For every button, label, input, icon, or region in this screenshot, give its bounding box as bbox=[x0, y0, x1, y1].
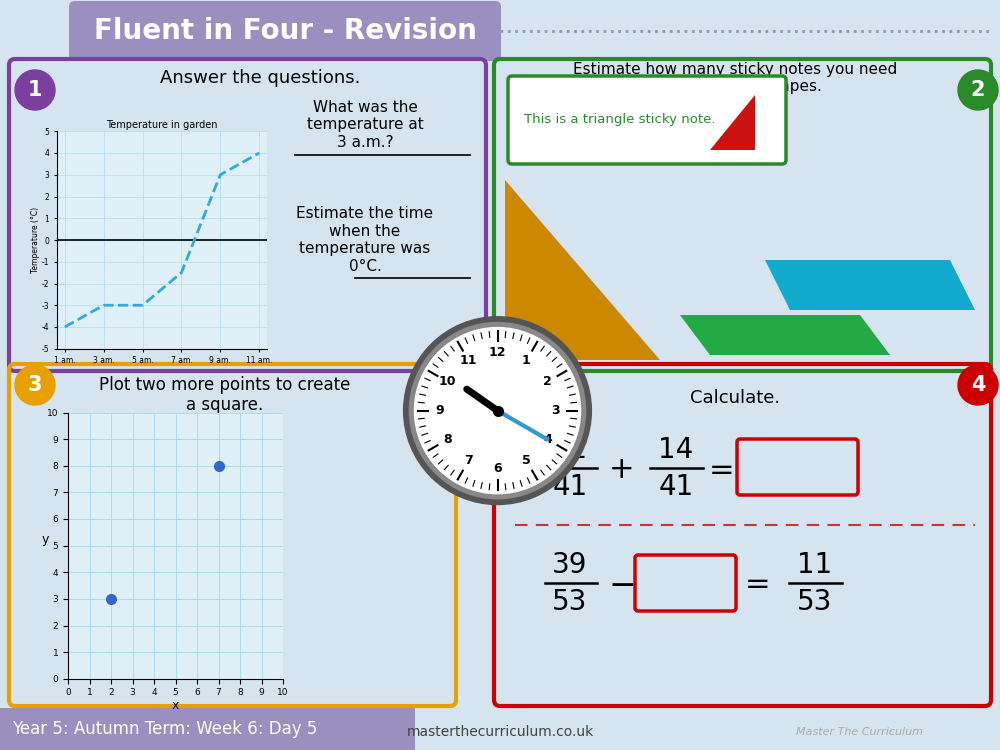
Text: 22: 22 bbox=[552, 436, 588, 464]
Text: 9: 9 bbox=[435, 404, 444, 417]
Text: −: − bbox=[608, 568, 636, 602]
Text: This is a triangle sticky note.: This is a triangle sticky note. bbox=[524, 113, 716, 127]
Text: 6: 6 bbox=[493, 462, 502, 475]
Text: 5: 5 bbox=[522, 454, 531, 467]
Polygon shape bbox=[680, 315, 890, 355]
Text: Calculate.: Calculate. bbox=[690, 389, 780, 407]
Text: Fluent in Four - Revision: Fluent in Four - Revision bbox=[94, 17, 476, 45]
Text: 2: 2 bbox=[971, 80, 985, 100]
Text: 14: 14 bbox=[658, 436, 694, 464]
Circle shape bbox=[409, 322, 586, 499]
Text: 12: 12 bbox=[489, 346, 506, 359]
Y-axis label: Temperature (°C): Temperature (°C) bbox=[31, 207, 40, 273]
Circle shape bbox=[15, 70, 55, 110]
X-axis label: x: x bbox=[172, 699, 179, 712]
Text: 39: 39 bbox=[552, 551, 588, 579]
Text: Plot two more points to create
a square.: Plot two more points to create a square. bbox=[99, 376, 351, 415]
Text: masterthecurriculum.co.uk: masterthecurriculum.co.uk bbox=[406, 725, 594, 739]
Polygon shape bbox=[505, 180, 660, 360]
Text: Master The Curriculum: Master The Curriculum bbox=[796, 727, 924, 737]
Text: 10: 10 bbox=[439, 375, 456, 388]
Text: 3: 3 bbox=[28, 375, 42, 395]
Text: 8: 8 bbox=[443, 433, 452, 446]
Text: 4: 4 bbox=[543, 433, 552, 446]
Text: Answer the questions.: Answer the questions. bbox=[160, 69, 360, 87]
Circle shape bbox=[958, 70, 998, 110]
Circle shape bbox=[404, 316, 591, 505]
Text: 7: 7 bbox=[464, 454, 473, 467]
Text: 3: 3 bbox=[551, 404, 560, 417]
Text: Estimate the time
when the
temperature was
0°C.: Estimate the time when the temperature w… bbox=[296, 206, 434, 274]
Text: 11: 11 bbox=[797, 551, 833, 579]
Text: 2: 2 bbox=[543, 375, 552, 388]
Title: Temperature in garden: Temperature in garden bbox=[106, 121, 218, 130]
Text: =: = bbox=[709, 455, 735, 484]
Text: What was the
temperature at
3 a.m.?: What was the temperature at 3 a.m.? bbox=[307, 100, 423, 150]
Y-axis label: y: y bbox=[42, 532, 49, 546]
Text: +: + bbox=[609, 455, 635, 484]
Text: 11: 11 bbox=[460, 354, 477, 368]
Text: 41: 41 bbox=[552, 473, 588, 501]
Circle shape bbox=[958, 365, 998, 405]
Text: Estimate how many sticky notes you need
to make these shapes.: Estimate how many sticky notes you need … bbox=[573, 62, 897, 94]
Text: 41: 41 bbox=[658, 473, 694, 501]
Text: 1: 1 bbox=[28, 80, 42, 100]
FancyBboxPatch shape bbox=[69, 1, 501, 61]
Text: 4: 4 bbox=[971, 375, 985, 395]
Text: 1: 1 bbox=[522, 354, 531, 368]
Text: 53: 53 bbox=[552, 588, 588, 616]
Text: 53: 53 bbox=[797, 588, 833, 616]
FancyBboxPatch shape bbox=[0, 708, 415, 750]
Circle shape bbox=[15, 365, 55, 405]
Circle shape bbox=[414, 328, 581, 494]
Polygon shape bbox=[765, 260, 975, 310]
FancyBboxPatch shape bbox=[508, 76, 786, 164]
Text: Year 5: Autumn Term: Week 6: Day 5: Year 5: Autumn Term: Week 6: Day 5 bbox=[12, 720, 317, 738]
Text: =: = bbox=[745, 571, 771, 599]
Polygon shape bbox=[710, 95, 755, 150]
